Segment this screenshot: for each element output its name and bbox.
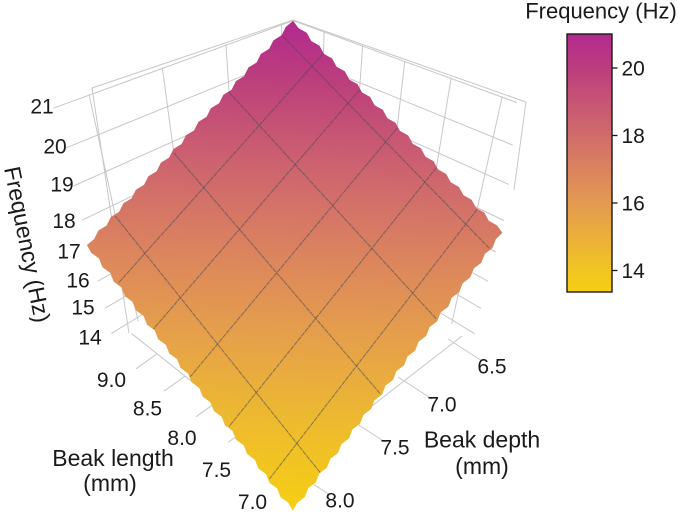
svg-text:7.0: 7.0 xyxy=(238,491,267,514)
svg-text:(mm): (mm) xyxy=(455,453,509,479)
svg-text:Beak length: Beak length xyxy=(52,445,173,471)
svg-text:Frequency (Hz): Frequency (Hz) xyxy=(0,164,56,325)
svg-text:(mm): (mm) xyxy=(83,470,137,496)
svg-text:Beak depth: Beak depth xyxy=(424,427,540,453)
svg-text:Frequency (Hz): Frequency (Hz) xyxy=(525,0,677,24)
svg-text:21: 21 xyxy=(30,96,53,119)
svg-text:14: 14 xyxy=(622,260,646,283)
svg-text:18: 18 xyxy=(52,210,75,233)
svg-text:20: 20 xyxy=(622,58,645,81)
svg-text:7.0: 7.0 xyxy=(427,394,456,417)
svg-text:8.5: 8.5 xyxy=(133,398,162,421)
svg-text:16: 16 xyxy=(622,193,645,216)
svg-text:8.0: 8.0 xyxy=(167,427,196,450)
svg-text:18: 18 xyxy=(622,125,645,148)
svg-text:17: 17 xyxy=(57,241,80,264)
svg-text:14: 14 xyxy=(78,327,102,350)
svg-text:7.5: 7.5 xyxy=(380,437,409,460)
svg-text:7.5: 7.5 xyxy=(202,459,231,482)
svg-text:20: 20 xyxy=(43,136,66,159)
svg-text:9.0: 9.0 xyxy=(97,369,126,392)
svg-text:15: 15 xyxy=(71,297,94,320)
svg-text:19: 19 xyxy=(50,174,73,197)
svg-text:6.5: 6.5 xyxy=(477,356,506,379)
svg-text:16: 16 xyxy=(66,270,89,293)
svg-text:8.0: 8.0 xyxy=(325,490,354,513)
